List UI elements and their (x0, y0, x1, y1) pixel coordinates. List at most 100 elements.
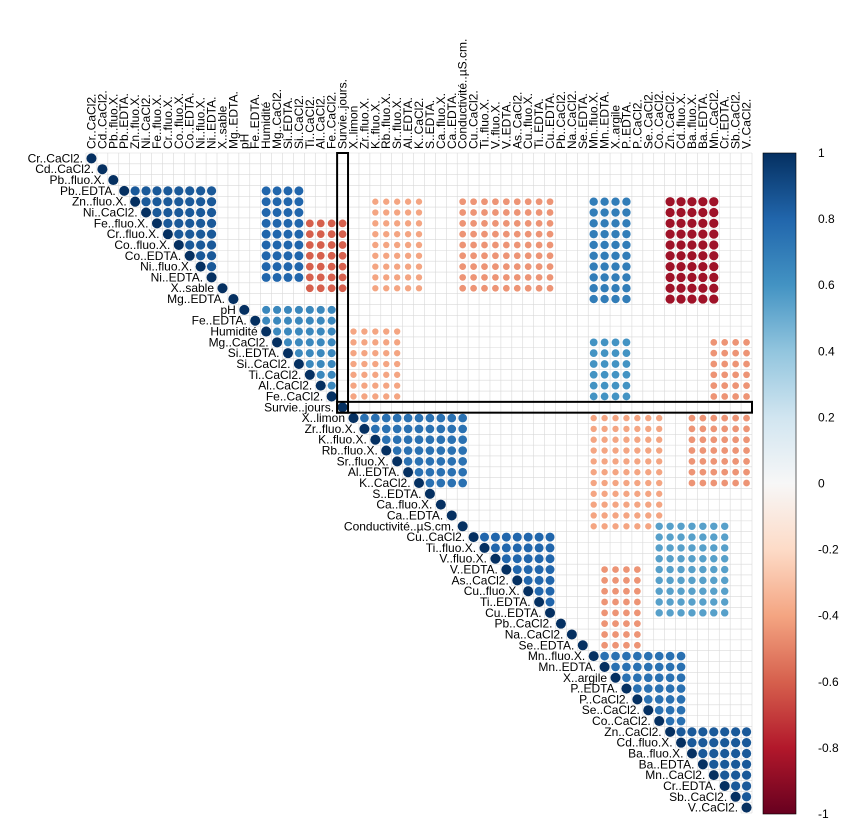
corr-cell (612, 577, 619, 584)
corr-cell (686, 748, 697, 759)
corr-cell (392, 424, 402, 434)
corr-cell (326, 391, 337, 402)
corr-cell (687, 240, 697, 250)
corr-cell (732, 457, 739, 465)
corr-cell (601, 577, 608, 584)
corr-cell (545, 607, 556, 618)
corr-cell (196, 218, 206, 228)
corr-cell (459, 198, 467, 206)
corr-cell (273, 316, 282, 325)
corr-cell (710, 555, 718, 563)
corr-cell (415, 285, 423, 292)
corr-cell (710, 533, 718, 541)
corr-cell (611, 229, 620, 239)
corr-cell (677, 587, 685, 595)
corr-cell (415, 241, 423, 249)
corr-cell (415, 230, 423, 238)
corr-cell (206, 240, 217, 250)
corr-cell (731, 738, 741, 748)
corr-cell (590, 512, 597, 519)
corr-cell (283, 272, 293, 282)
corr-cell (612, 631, 619, 638)
corr-cell (590, 490, 597, 497)
corr-cell (393, 360, 401, 368)
corr-cell (601, 425, 608, 433)
corr-cell (294, 240, 304, 250)
corr-cell (513, 209, 521, 216)
corr-cell (350, 360, 357, 368)
col-label: Cd..CaCl2. (95, 90, 109, 149)
row-label: Cu..EDTA. (485, 606, 541, 620)
corr-cell (534, 532, 544, 542)
corr-cell (600, 284, 609, 293)
row-label: K..fluo.X. (318, 433, 367, 447)
corr-cell (677, 598, 685, 606)
corr-cell (414, 413, 424, 423)
corr-cell (588, 651, 599, 662)
corr-cell (174, 207, 184, 218)
corr-cell (490, 553, 501, 564)
corr-cell (600, 360, 609, 368)
corr-cell (196, 251, 206, 261)
corr-cell (97, 164, 108, 175)
corr-cell (709, 283, 719, 293)
corr-cell (523, 554, 533, 564)
corr-cell (338, 230, 347, 239)
corr-cell (612, 523, 619, 530)
corr-cell (698, 251, 708, 261)
corr-cell (600, 294, 609, 304)
colorbar-tick-label: 0.4 (818, 344, 835, 358)
corr-cell (359, 423, 370, 434)
corr-cell (709, 229, 719, 239)
corr-cell (721, 382, 729, 389)
corr-cell (743, 393, 750, 400)
corr-cell (599, 661, 610, 672)
col-label: Conductivité..µS.cm. (456, 39, 470, 149)
corr-cell (393, 285, 401, 292)
corr-cell (372, 252, 379, 259)
corr-cell (141, 207, 152, 218)
corr-cell (393, 220, 401, 227)
col-label: Pb..EDTA. (117, 93, 131, 149)
corr-cell (415, 263, 423, 270)
corr-cell (327, 359, 336, 369)
corr-cell (404, 263, 412, 270)
corr-cell (623, 523, 630, 530)
row-label: Ti..fluo.X. (426, 541, 476, 555)
corr-cell (425, 446, 435, 455)
corr-cell (481, 219, 488, 227)
corr-cell (492, 219, 499, 227)
corr-cell (283, 218, 293, 228)
row-label: Sr..fluo.X. (337, 454, 389, 468)
corr-cell (656, 501, 663, 508)
corr-cell (393, 382, 401, 389)
corr-cell (698, 272, 708, 283)
corr-cell (611, 208, 620, 217)
corr-cell (546, 198, 554, 206)
corr-cell (546, 209, 554, 216)
corr-cell (601, 479, 608, 487)
col-label: Cu..EDTA. (543, 93, 557, 149)
corr-cell (86, 153, 97, 164)
corr-cell (459, 209, 467, 216)
corr-cell (490, 532, 500, 542)
corr-cell (687, 197, 697, 207)
corr-cell (305, 219, 314, 228)
corr-cell (534, 554, 544, 564)
corr-cell (731, 727, 741, 737)
corr-cell (294, 229, 304, 239)
col-label: Pb..fluo.X. (106, 94, 120, 149)
row-label: Co..fluo.X. (114, 238, 170, 252)
row-label: Co..EDTA. (125, 249, 181, 263)
corr-cell (283, 229, 293, 239)
corr-cell (688, 565, 696, 574)
corr-cell (656, 447, 663, 454)
corr-cell (710, 349, 718, 357)
corr-cell (720, 738, 730, 748)
corr-cell (436, 424, 446, 434)
corr-cell (393, 371, 401, 378)
corr-cell (732, 338, 739, 346)
corr-cell (535, 284, 543, 292)
corr-cell (731, 770, 741, 780)
